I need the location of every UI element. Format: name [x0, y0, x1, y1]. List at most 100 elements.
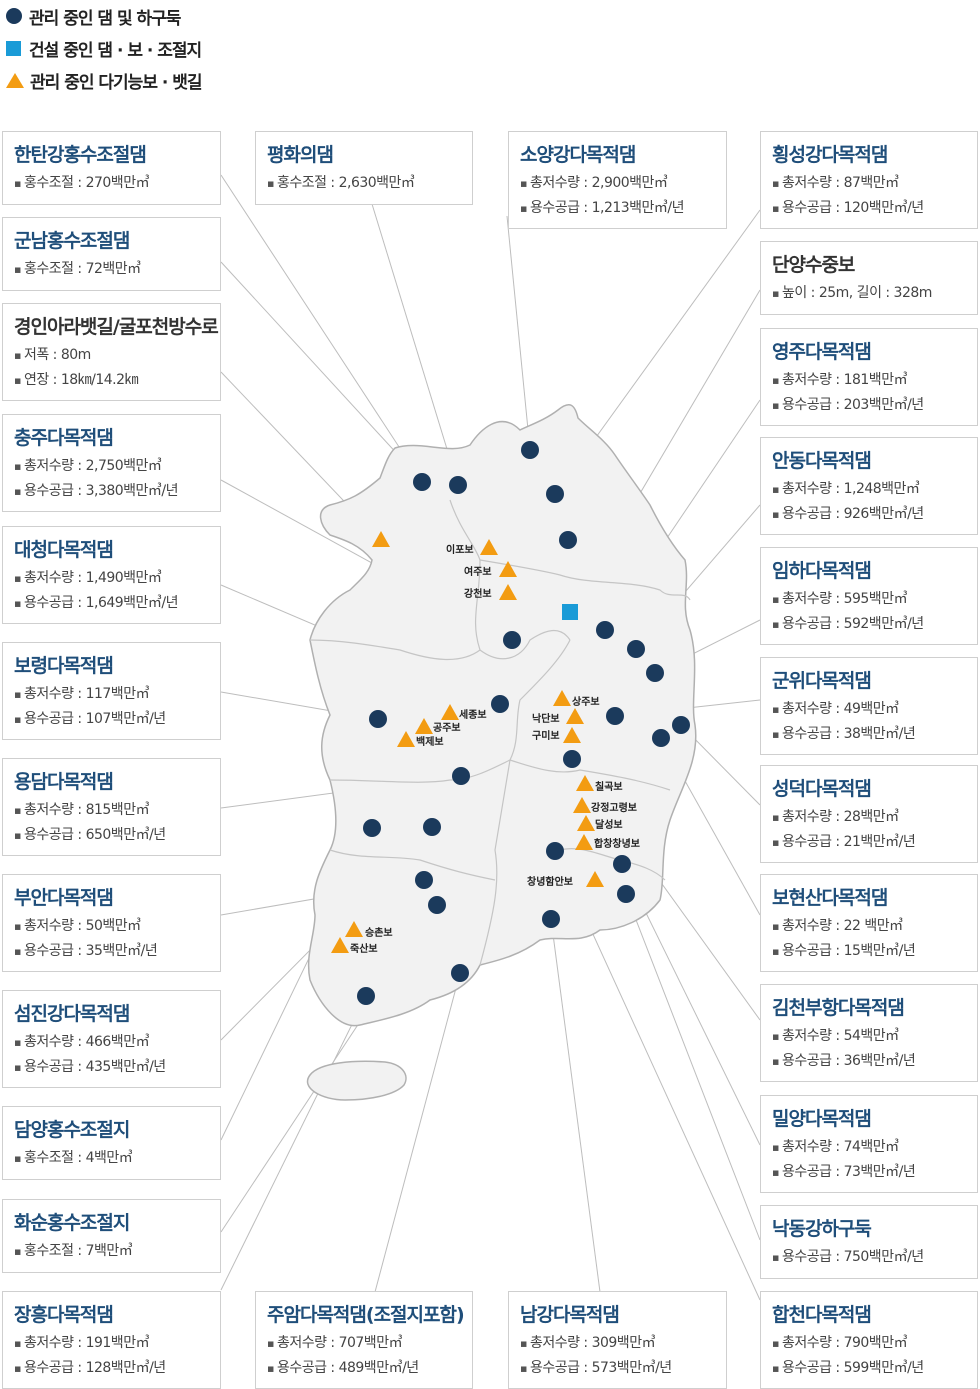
weir-marker	[553, 690, 571, 706]
weir-label-dalseong: 달성보	[595, 818, 623, 831]
info-box-juam: 주암다목적댐(조절지포함) 총저수량 : 707백만㎥ 용수공급 : 489백만…	[255, 1291, 473, 1389]
dam-marker	[559, 531, 577, 549]
dam-marker	[652, 729, 670, 747]
box-line: 용수공급 : 489백만㎥/년	[267, 1356, 462, 1381]
jeju-island	[306, 1060, 407, 1101]
box-title: 화순홍수조절지	[14, 1212, 130, 1234]
legend-weirs: 관리 중인 다기능보 · 뱃길	[6, 64, 203, 96]
legend-construction: 건설 중인 댐 · 보 · 조절지	[6, 32, 202, 64]
mainland-shape	[307, 403, 697, 1027]
box-title: 임하다목적댐	[772, 560, 872, 582]
box-line: 연장 : 18㎞/14.2㎞	[14, 368, 210, 393]
box-line: 용수공급 : 107백만㎥/년	[14, 707, 210, 732]
box-title: 합천다목적댐	[772, 1304, 872, 1326]
dam-marker	[451, 964, 469, 982]
box-line: 홍수조절 : 2,630백만㎥	[267, 171, 462, 196]
dam-marker	[363, 819, 381, 837]
box-line: 용수공급 : 592백만㎥/년	[772, 612, 967, 637]
weir-marker	[573, 797, 591, 813]
weir-marker	[575, 834, 593, 850]
box-line: 홍수조절 : 4백만㎥	[14, 1146, 210, 1171]
info-box-gunnam: 군남홍수조절댐 홍수조절 : 72백만㎥	[2, 217, 221, 291]
weir-marker	[345, 921, 363, 937]
weir-marker	[415, 718, 433, 734]
box-line: 총저수량 : 707백만㎥	[267, 1331, 462, 1356]
box-title: 장흥다목적댐	[14, 1304, 114, 1326]
weir-marker	[586, 871, 604, 887]
info-box-buan: 부안다목적댐 총저수량 : 50백만㎥ 용수공급 : 35백만㎥/년	[2, 874, 221, 972]
info-box-damyang: 담양홍수조절지 홍수조절 : 4백만㎥	[2, 1106, 221, 1180]
box-title: 주암다목적댐(조절지포함)	[267, 1304, 465, 1326]
dam-marker	[646, 664, 664, 682]
box-line: 용수공급 : 35백만㎥/년	[14, 939, 210, 964]
box-title: 충주다목적댐	[14, 427, 114, 449]
box-title: 평화의댐	[267, 144, 334, 166]
weir-label-baekje: 백제보	[416, 735, 444, 748]
info-box-chungju: 충주다목적댐 총저수량 : 2,750백만㎥ 용수공급 : 3,380백만㎥/년	[2, 414, 221, 512]
box-line: 총저수량 : 815백만㎥	[14, 798, 210, 823]
triangle-icon	[6, 72, 24, 88]
box-title: 김천부항다목적댐	[772, 997, 905, 1019]
box-line: 총저수량 : 181백만㎥	[772, 368, 967, 393]
box-line: 용수공급 : 1,649백만㎥/년	[14, 591, 210, 616]
info-box-gunwi: 군위다목적댐 총저수량 : 49백만㎥ 용수공급 : 38백만㎥/년	[760, 657, 978, 755]
box-title: 밀양다목적댐	[772, 1108, 872, 1130]
weir-marker	[372, 531, 390, 547]
weir-marker	[577, 815, 595, 831]
box-title: 용담다목적댐	[14, 771, 114, 793]
legend-construction-label: 건설 중인 댐 · 보 · 조절지	[29, 40, 202, 61]
box-line: 용수공급 : 128백만㎥/년	[14, 1356, 210, 1381]
box-line: 총저수량 : 54백만㎥	[772, 1024, 967, 1049]
box-line: 용수공급 : 435백만㎥/년	[14, 1055, 210, 1080]
dam-marker	[596, 621, 614, 639]
info-box-andong: 안동다목적댐 총저수량 : 1,248백만㎥ 용수공급 : 926백만㎥/년	[760, 437, 978, 535]
dam-marker	[546, 842, 564, 860]
box-title: 영주다목적댐	[772, 341, 872, 363]
box-line: 용수공급 : 650백만㎥/년	[14, 823, 210, 848]
dam-marker	[613, 855, 631, 873]
box-title: 보현산다목적댐	[772, 887, 888, 909]
box-title: 안동다목적댐	[772, 450, 872, 472]
box-title: 성덕다목적댐	[772, 778, 872, 800]
info-box-daecheong: 대청다목적댐 총저수량 : 1,490백만㎥ 용수공급 : 1,649백만㎥/년	[2, 526, 221, 624]
box-title: 군위다목적댐	[772, 670, 872, 692]
box-title: 섬진강다목적댐	[14, 1003, 130, 1025]
dam-marker	[503, 631, 521, 649]
box-line: 용수공급 : 573백만㎥/년	[520, 1356, 716, 1381]
construction-marker	[562, 604, 578, 620]
weir-marker	[499, 584, 517, 600]
info-box-yongdam: 용담다목적댐 총저수량 : 815백만㎥ 용수공급 : 650백만㎥/년	[2, 758, 221, 856]
box-line: 총저수량 : 2,900백만㎥	[520, 171, 716, 196]
dam-marker	[449, 476, 467, 494]
box-line: 홍수조절 : 7백만㎥	[14, 1239, 210, 1264]
circle-icon	[6, 8, 22, 24]
info-box-boryeong: 보령다목적댐 총저수량 : 117백만㎥ 용수공급 : 107백만㎥/년	[2, 642, 221, 740]
box-line: 총저수량 : 49백만㎥	[772, 697, 967, 722]
info-box-soyang: 소양강다목적댐 총저수량 : 2,900백만㎥ 용수공급 : 1,213백만㎥/…	[508, 131, 727, 229]
info-box-hwasun: 화순홍수조절지 홍수조절 : 7백만㎥	[2, 1199, 221, 1273]
box-line: 총저수량 : 309백만㎥	[520, 1331, 716, 1356]
info-box-pyeonghwa: 평화의댐 홍수조절 : 2,630백만㎥	[255, 131, 473, 205]
weir-markers	[331, 531, 604, 953]
legend-managed-dams-label: 관리 중인 댐 및 하구둑	[29, 8, 181, 29]
weir-marker	[397, 731, 415, 747]
box-line: 총저수량 : 191백만㎥	[14, 1331, 210, 1356]
info-box-hoengseong: 횡성강다목적댐 총저수량 : 87백만㎥ 용수공급 : 120백만㎥/년	[760, 131, 978, 229]
weir-label-gumi: 구미보	[532, 729, 560, 742]
box-title: 보령다목적댐	[14, 655, 114, 677]
info-box-danyang: 단양수중보 높이 : 25m, 길이 : 328m	[760, 241, 978, 315]
weir-label-gongju: 공주보	[433, 722, 461, 734]
province-borders	[309, 499, 691, 966]
box-line: 총저수량 : 22 백만㎥	[772, 914, 967, 939]
dam-marker	[428, 896, 446, 914]
box-title: 단양수중보	[772, 254, 855, 276]
info-box-hantan: 한탄강홍수조절댐 홍수조절 : 270백만㎥	[2, 131, 221, 205]
info-box-gimcheon: 김천부항다목적댐 총저수량 : 54백만㎥ 용수공급 : 36백만㎥/년	[760, 984, 978, 1082]
weir-label-sangju: 상주보	[572, 695, 600, 708]
box-line: 용수공급 : 36백만㎥/년	[772, 1049, 967, 1074]
box-title: 소양강다목적댐	[520, 144, 636, 166]
weir-label-chilgok: 칠곡보	[595, 780, 623, 793]
weir-label-ipo: 이포보	[446, 543, 474, 556]
weir-marker	[563, 727, 581, 743]
box-title: 남강다목적댐	[520, 1304, 620, 1326]
